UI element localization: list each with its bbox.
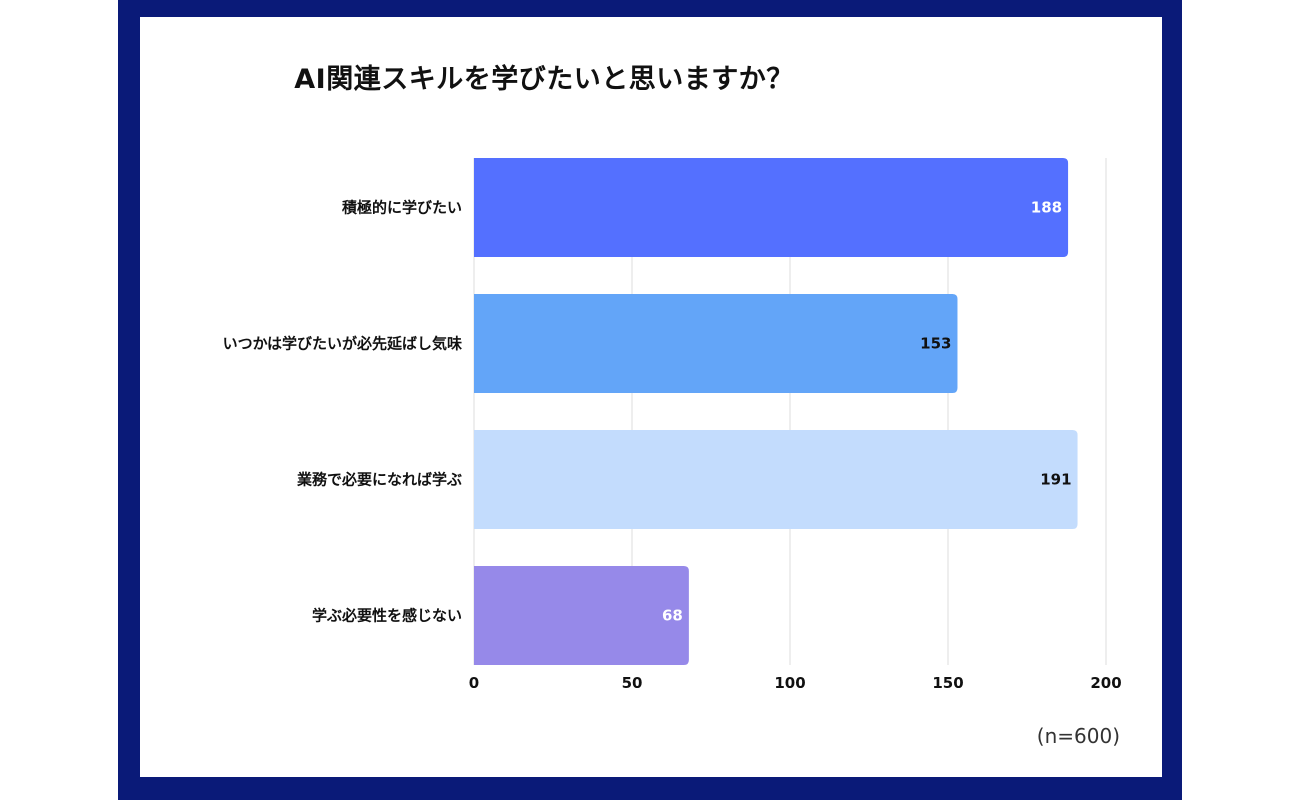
data-label: 188 — [1031, 199, 1062, 217]
bar — [474, 566, 689, 665]
x-axis-ticks: 0 50 100 150 200 — [469, 674, 1122, 692]
tick-label: 150 — [932, 674, 963, 692]
category-label: 積極的に学びたい — [341, 199, 462, 217]
category-label: 学ぶ必要性を感じない — [312, 607, 462, 625]
data-label: 68 — [662, 607, 683, 625]
data-label: 191 — [1040, 471, 1071, 489]
tick-label: 200 — [1090, 674, 1121, 692]
sample-size-note: (n=600) — [1036, 724, 1120, 748]
tick-label: 0 — [469, 674, 479, 692]
category-label: いつかは学びたいが必先延ばし気味 — [223, 335, 462, 353]
category-labels: 積極的に学びたいいつかは学びたいが必先延ばし気味業務で必要になれば学ぶ学ぶ必要性… — [223, 199, 462, 625]
tick-label: 100 — [774, 674, 805, 692]
category-label: 業務で必要になれば学ぶ — [296, 471, 462, 489]
bar — [474, 430, 1078, 529]
data-label: 153 — [920, 335, 951, 353]
bars: 188 153 191 68 — [474, 158, 1078, 665]
bar — [474, 158, 1069, 257]
bar — [474, 294, 958, 393]
chart-title: AI関連スキルを学びたいと思いますか？ — [294, 64, 794, 95]
tick-label: 50 — [622, 674, 643, 692]
